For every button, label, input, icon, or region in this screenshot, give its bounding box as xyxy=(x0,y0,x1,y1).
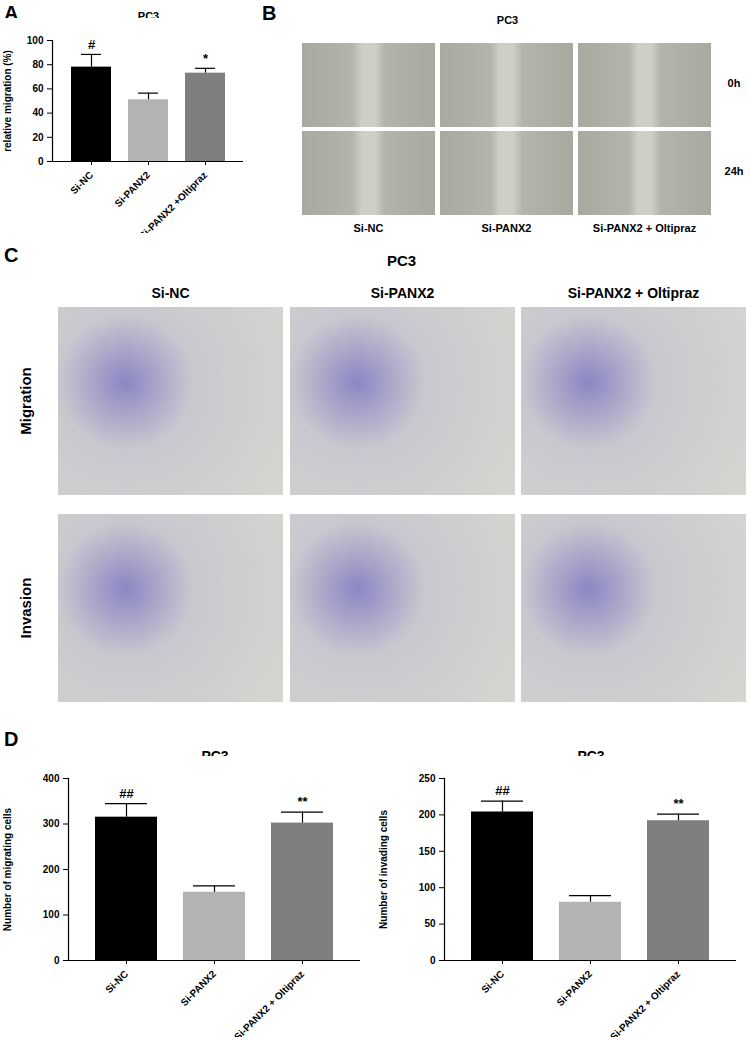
html-text:A: A xyxy=(4,2,19,24)
svg-text:0: 0 xyxy=(38,156,44,167)
svg-text:Si-PANX2: Si-PANX2 xyxy=(554,968,594,1008)
html-text:Si-PANX2: Si-PANX2 xyxy=(481,222,532,234)
html-text:0h: 0h xyxy=(727,77,741,89)
html-text:Migration: Migration xyxy=(17,367,34,435)
svg-text:**: ** xyxy=(297,794,308,809)
html-text:Si-NC: Si-NC xyxy=(151,285,190,301)
svg-text:250: 250 xyxy=(419,773,436,784)
svg-text:100: 100 xyxy=(43,909,60,920)
html-text:D: D xyxy=(4,728,19,750)
svg-text:0: 0 xyxy=(430,955,436,966)
svg-text:Si-NC: Si-NC xyxy=(479,968,506,995)
svg-text:#: # xyxy=(88,37,96,52)
svg-text:200: 200 xyxy=(43,864,60,875)
svg-text:80: 80 xyxy=(32,59,44,70)
svg-text:**: ** xyxy=(673,796,684,811)
html-text:PC3: PC3 xyxy=(201,748,229,764)
html-text:PC3: PC3 xyxy=(137,10,160,22)
svg-text:*: * xyxy=(203,50,209,65)
svg-text:300: 300 xyxy=(43,818,60,829)
svg-text:Si-PANX2: Si-PANX2 xyxy=(112,169,152,209)
svg-text:60: 60 xyxy=(32,83,44,94)
svg-text:Si-PANX2: Si-PANX2 xyxy=(178,968,218,1008)
svg-text:400: 400 xyxy=(43,773,60,784)
html-text:C: C xyxy=(4,244,19,266)
svg-text:Si-NC: Si-NC xyxy=(68,169,95,196)
svg-text:150: 150 xyxy=(419,846,436,857)
html-text:PC3: PC3 xyxy=(577,748,605,764)
html-text:B: B xyxy=(262,2,277,24)
html-text:PC3: PC3 xyxy=(496,14,519,26)
svg-text:Number of invading cells: Number of invading cells xyxy=(378,810,389,929)
svg-text:Si-PANX2 + Oltipraz: Si-PANX2 + Oltipraz xyxy=(608,968,682,1037)
svg-text:100: 100 xyxy=(419,882,436,893)
svg-text:20: 20 xyxy=(32,132,44,143)
svg-text:0: 0 xyxy=(54,955,60,966)
html-text:PC3: PC3 xyxy=(386,252,417,269)
svg-text:Si-NC: Si-NC xyxy=(103,968,130,995)
html-text:24h: 24h xyxy=(724,165,744,177)
html-text:Si-PANX2 + Oltipraz: Si-PANX2 + Oltipraz xyxy=(567,285,700,301)
svg-text:Si-PANX2 + Oltipraz: Si-PANX2 + Oltipraz xyxy=(232,968,306,1037)
html-text:Si-PANX2: Si-PANX2 xyxy=(370,285,435,301)
svg-text:Number of migrating cells: Number of migrating cells xyxy=(2,807,13,931)
svg-text:Si-PANX2 +Oltipraz: Si-PANX2 +Oltipraz xyxy=(137,169,209,233)
svg-text:50: 50 xyxy=(424,918,436,929)
html-text:Si-NC: Si-NC xyxy=(353,222,384,234)
svg-text:200: 200 xyxy=(419,809,436,820)
html-text:Invasion: Invasion xyxy=(17,577,34,639)
svg-text:##: ## xyxy=(495,783,510,798)
svg-text:40: 40 xyxy=(32,107,44,118)
svg-text:relative migration (%): relative migration (%) xyxy=(2,50,13,152)
svg-text:##: ## xyxy=(119,786,134,801)
svg-text:100: 100 xyxy=(27,35,44,46)
html-text:Si-PANX2 + Oltipraz: Si-PANX2 + Oltipraz xyxy=(592,222,697,234)
